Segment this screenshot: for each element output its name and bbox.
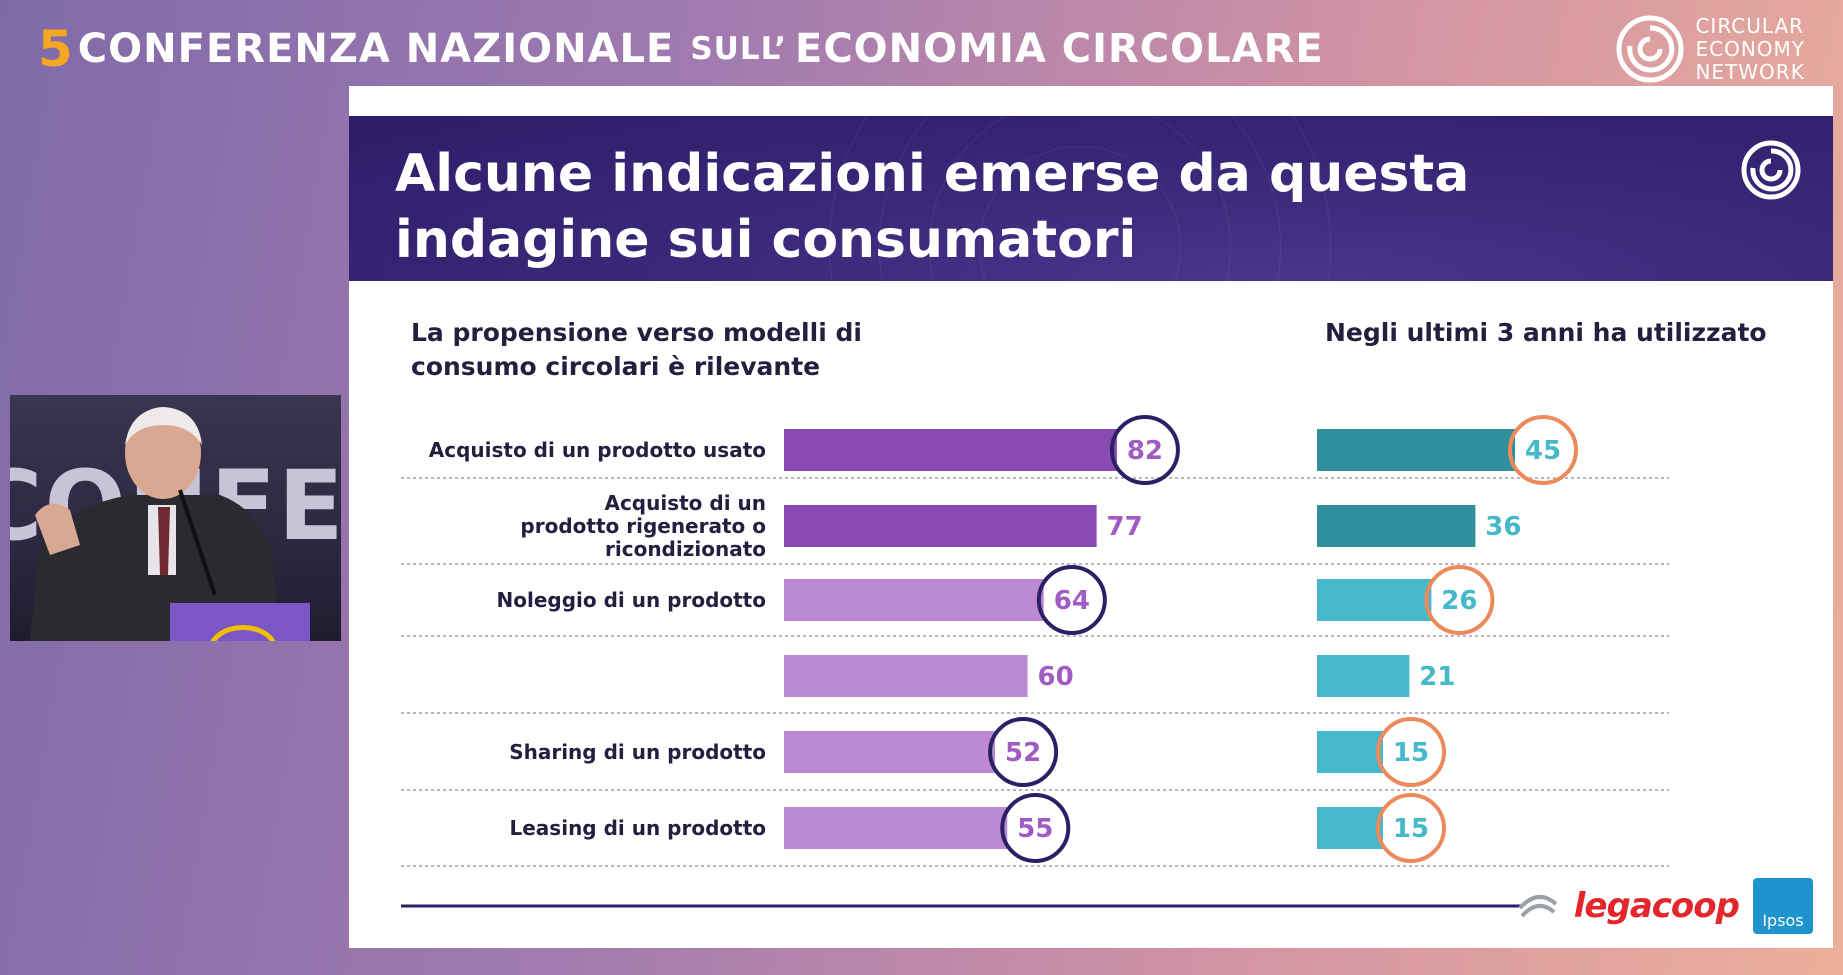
category-label: Noleggio di un prodotto xyxy=(496,588,766,612)
brand-line-1: CIRCULAR xyxy=(1695,13,1805,38)
usage-value-label: 45 xyxy=(1525,436,1561,466)
propensity-bar xyxy=(784,505,1097,547)
propensity-value-label: 60 xyxy=(1038,662,1074,692)
slide-logo-icon xyxy=(1741,140,1801,200)
usage-value-label: 15 xyxy=(1393,738,1429,768)
brand-line-3: NETWORK xyxy=(1695,59,1805,84)
category-label: Acquisto di un prodotto usato xyxy=(429,438,766,462)
usage-highlight-circle xyxy=(1424,565,1495,635)
usage-bar xyxy=(1317,429,1515,471)
usage-value-label: 26 xyxy=(1441,586,1477,616)
ipsos-logo: Ipsos xyxy=(1753,878,1813,934)
usage-bar xyxy=(1317,579,1432,621)
conference-title: 5 CONFERENZA NAZIONALE SULL’ ECONOMIA CI… xyxy=(38,14,1324,84)
usage-highlight-circle xyxy=(1508,415,1578,485)
propensity-value-label: 82 xyxy=(1127,436,1163,466)
usage-value-label: 21 xyxy=(1419,662,1455,692)
brand-line-2: ECONOMY xyxy=(1695,36,1805,61)
usage-value-label: 36 xyxy=(1485,512,1521,542)
propensity-bar xyxy=(784,579,1044,621)
slide-title: Alcune indicazioni emerse da questa inda… xyxy=(395,144,1470,270)
propensity-highlight-circle xyxy=(1109,415,1180,485)
conference-title-small: SULL’ xyxy=(690,31,787,67)
propensity-bar xyxy=(784,429,1117,471)
usage-bar xyxy=(1317,731,1383,773)
propensity-highlight-circle xyxy=(1000,793,1071,863)
propensity-value-label: 52 xyxy=(1005,738,1041,768)
propensity-bar xyxy=(784,731,996,773)
left-chart-heading: La propensione verso modelli di consumo … xyxy=(411,318,862,381)
conference-title-part1: CONFERENZA NAZIONALE xyxy=(77,26,675,72)
speaker-video: CONFERE xyxy=(10,395,341,641)
usage-bar xyxy=(1317,807,1383,849)
bar-charts: Acquisto di un prodotto usato Acquisto di… xyxy=(401,415,1669,908)
category-label: Sharing di un prodotto xyxy=(509,740,766,764)
usage-bar xyxy=(1317,655,1410,697)
conference-number: 5 xyxy=(38,20,74,78)
propensity-bar xyxy=(784,807,1008,849)
category-label: Leasing di un prodotto xyxy=(510,816,767,840)
propensity-value-label: 77 xyxy=(1107,512,1143,542)
propensity-highlight-circle xyxy=(988,717,1059,787)
footer-logos: legacoop Ipsos xyxy=(1516,878,1813,934)
right-chart-heading: Negli ultimi 3 anni ha utilizzato xyxy=(1325,318,1767,347)
circular-economy-logo-icon xyxy=(1616,15,1684,83)
legacoop-swirl-icon xyxy=(1518,895,1558,918)
usage-value-label: 15 xyxy=(1393,814,1429,844)
propensity-bar xyxy=(784,655,1028,697)
propensity-value-label: 55 xyxy=(1017,814,1053,844)
propensity-highlight-circle xyxy=(1036,565,1107,635)
usage-highlight-circle xyxy=(1376,717,1446,787)
circular-economy-network-brand: CIRCULAR ECONOMY NETWORK xyxy=(1615,14,1805,84)
usage-highlight-circle xyxy=(1376,793,1446,863)
propensity-value-label: 64 xyxy=(1054,586,1090,616)
category-label: Acquisto di un prodotto rigenerato o ricon… xyxy=(520,491,766,561)
slide-header: Alcune indicazioni emerse da questa inda… xyxy=(349,116,1833,281)
usage-bar xyxy=(1317,505,1476,547)
presentation-slide: Alcune indicazioni emerse da questa inda… xyxy=(349,86,1833,948)
conference-title-part2: ECONOMIA CIRCOLARE xyxy=(795,26,1324,72)
legacoop-logo: legacoop xyxy=(1573,886,1740,926)
